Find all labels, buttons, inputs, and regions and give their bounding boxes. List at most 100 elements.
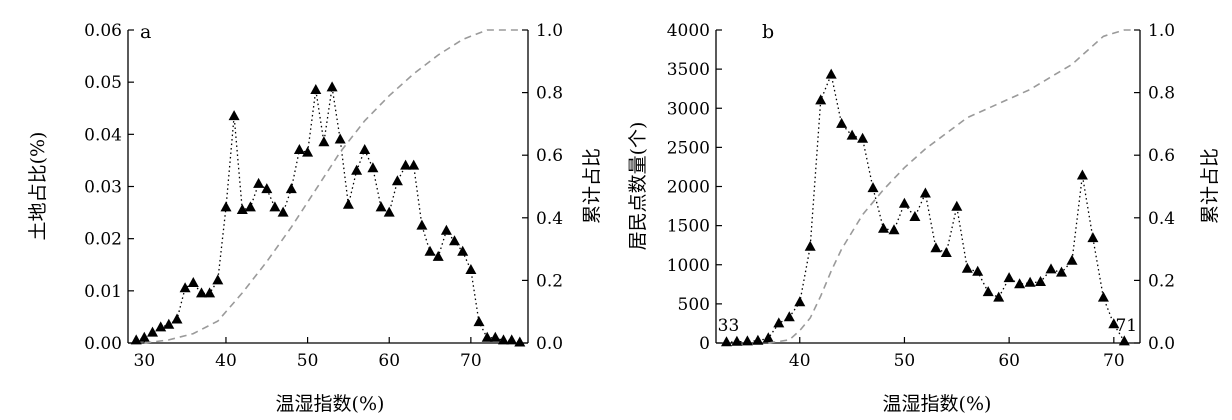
panel-a-y2-tick-label: 1.0 xyxy=(536,21,563,41)
panel-b-data-point xyxy=(762,332,774,343)
panel-b-data-point xyxy=(836,117,848,128)
panel-a-data-point xyxy=(204,287,216,298)
panel-a-y-tick-label: 0.00 xyxy=(84,334,122,354)
panel-b-data-point xyxy=(1024,276,1036,287)
panel-b-y2-tick-label: 0.6 xyxy=(1148,146,1175,166)
panel-a-data-point xyxy=(465,264,477,274)
panel-a-data-point xyxy=(228,110,240,121)
panel-b-cumulative-line xyxy=(768,29,1135,344)
panel-b-y-tick-label: 3500 xyxy=(667,60,710,80)
panel-a-data-point xyxy=(130,334,142,345)
panel-b-annotation: 71 xyxy=(1115,316,1137,336)
panel-a-data-point xyxy=(163,318,175,329)
panel-a-data-point xyxy=(375,201,387,212)
panel-a-y-tick-label: 0.03 xyxy=(84,178,122,198)
panel-a-y-tick-label: 0.04 xyxy=(84,125,122,145)
panel-b-y-tick-label: 1000 xyxy=(667,256,710,276)
panel-a-data-point xyxy=(196,287,207,298)
panel-a-data-point xyxy=(400,159,412,170)
panel-b-data-point xyxy=(804,240,816,251)
panel-b-data-point xyxy=(878,222,889,233)
panel-a-data-point xyxy=(408,159,420,170)
panel-a-data-point xyxy=(391,175,403,186)
panel-a-data-point xyxy=(440,224,452,235)
panel-b-x-axis-label: 温湿指数(%) xyxy=(883,393,992,415)
panel-a-data-point xyxy=(489,331,501,342)
panel-b-data-point xyxy=(1056,266,1067,277)
panel-b-data-point xyxy=(1076,169,1088,180)
panel-b-y-tick-label: 4000 xyxy=(667,21,710,41)
panel-a-data-point xyxy=(310,84,322,94)
panel-a-data-point xyxy=(449,235,460,246)
panel-a-data-point xyxy=(473,316,485,327)
panel-b-data-point xyxy=(857,132,869,143)
panel-a-y-axis-label: 土地占比(%) xyxy=(27,132,49,241)
panel-b-data-point xyxy=(867,182,879,193)
panel-b-y2-tick-label: 0.0 xyxy=(1148,334,1175,354)
panel-b-data-point xyxy=(972,265,984,276)
panel-a-data-point xyxy=(212,274,224,285)
panel-b-dotted-line xyxy=(726,72,1125,343)
panel-b-y2-tick-label: 1.0 xyxy=(1148,21,1175,41)
panel-b-data-point xyxy=(961,262,973,273)
panel-a-data-point xyxy=(359,144,371,154)
panel-b-x-tick-label: 70 xyxy=(1103,351,1125,371)
panel-a-y2-tick-label: 0.4 xyxy=(536,209,563,229)
panel-b-data-point xyxy=(731,335,743,346)
panel-a-chart: a 温湿指数(%) 土地占比(%) 累计占比 0.000.010.020.030… xyxy=(27,21,603,415)
panel-b-y-axis-label: 居民点数量(个) xyxy=(627,122,649,251)
panel-b-data-point xyxy=(1035,276,1046,286)
panel-a-data-point xyxy=(432,250,444,261)
panel-a-y-tick-label: 0.05 xyxy=(84,73,122,93)
panel-b-data-point xyxy=(846,129,858,140)
panel-b-y-tick-label: 2500 xyxy=(667,138,710,158)
panel-a-letter: a xyxy=(140,21,151,43)
panel-b-annotation: 33 xyxy=(718,316,740,336)
panel-b-data-point xyxy=(898,197,910,208)
panel-b-data-point xyxy=(1045,263,1057,274)
panel-a-data-point xyxy=(253,177,265,188)
panel-a-data-point xyxy=(277,206,289,217)
panel-a-data-point xyxy=(318,136,330,147)
panel-a-data-point xyxy=(155,321,167,332)
panel-b-x-tick-label: 50 xyxy=(894,351,916,371)
panel-a-x-tick-label: 60 xyxy=(378,351,400,371)
panel-b-data-point xyxy=(951,200,963,211)
panel-b-data-point xyxy=(930,242,942,253)
panel-a-y2-axis-label: 累计占比 xyxy=(581,148,603,224)
panel-a-x-tick-label: 70 xyxy=(460,351,482,371)
panel-a-data-point xyxy=(326,81,338,92)
panel-b-y-tick-label: 3000 xyxy=(667,99,710,119)
panel-a-data-point xyxy=(187,277,199,287)
panel-a-data-point xyxy=(424,245,436,256)
panel-a-data-point xyxy=(285,183,297,194)
panel-b-x-tick-label: 40 xyxy=(789,351,811,371)
panel-a-y2-tick-label: 0.2 xyxy=(536,271,563,291)
panel-a-y2-tick-label: 0.8 xyxy=(536,84,563,104)
panel-a-data-point xyxy=(367,162,379,173)
panel-b-y2-tick-label: 0.4 xyxy=(1148,209,1175,229)
panel-a-y2-tick-label: 0.6 xyxy=(536,146,563,166)
panel-a-data-point xyxy=(244,201,256,212)
panel-a-data-point xyxy=(293,144,305,154)
panel-a-data-point xyxy=(481,331,493,342)
panel-b-data-point xyxy=(794,296,806,307)
panel-b-letter: b xyxy=(762,21,774,43)
panel-a-y-tick-label: 0.06 xyxy=(84,21,122,41)
panel-b-data-point xyxy=(1118,335,1130,346)
panel-b-data-point xyxy=(1003,272,1015,283)
panel-b-data-point xyxy=(741,335,753,346)
panel-b-y2-tick-label: 0.8 xyxy=(1148,84,1175,104)
panel-b-data-point xyxy=(721,336,732,347)
panel-b-x-tick-label: 60 xyxy=(998,351,1020,371)
panel-a-data-point xyxy=(506,334,518,345)
panel-b-data-point xyxy=(783,311,795,322)
panel-a-data-point xyxy=(220,201,232,212)
panel-b-data-point xyxy=(993,291,1005,302)
panel-b-y-tick-label: 500 xyxy=(678,295,710,315)
panel-a-data-point xyxy=(416,219,428,230)
panel-a-data-point xyxy=(138,331,150,342)
panel-a-x-tick-label: 40 xyxy=(215,351,237,371)
panel-b-data-point xyxy=(1108,318,1120,329)
